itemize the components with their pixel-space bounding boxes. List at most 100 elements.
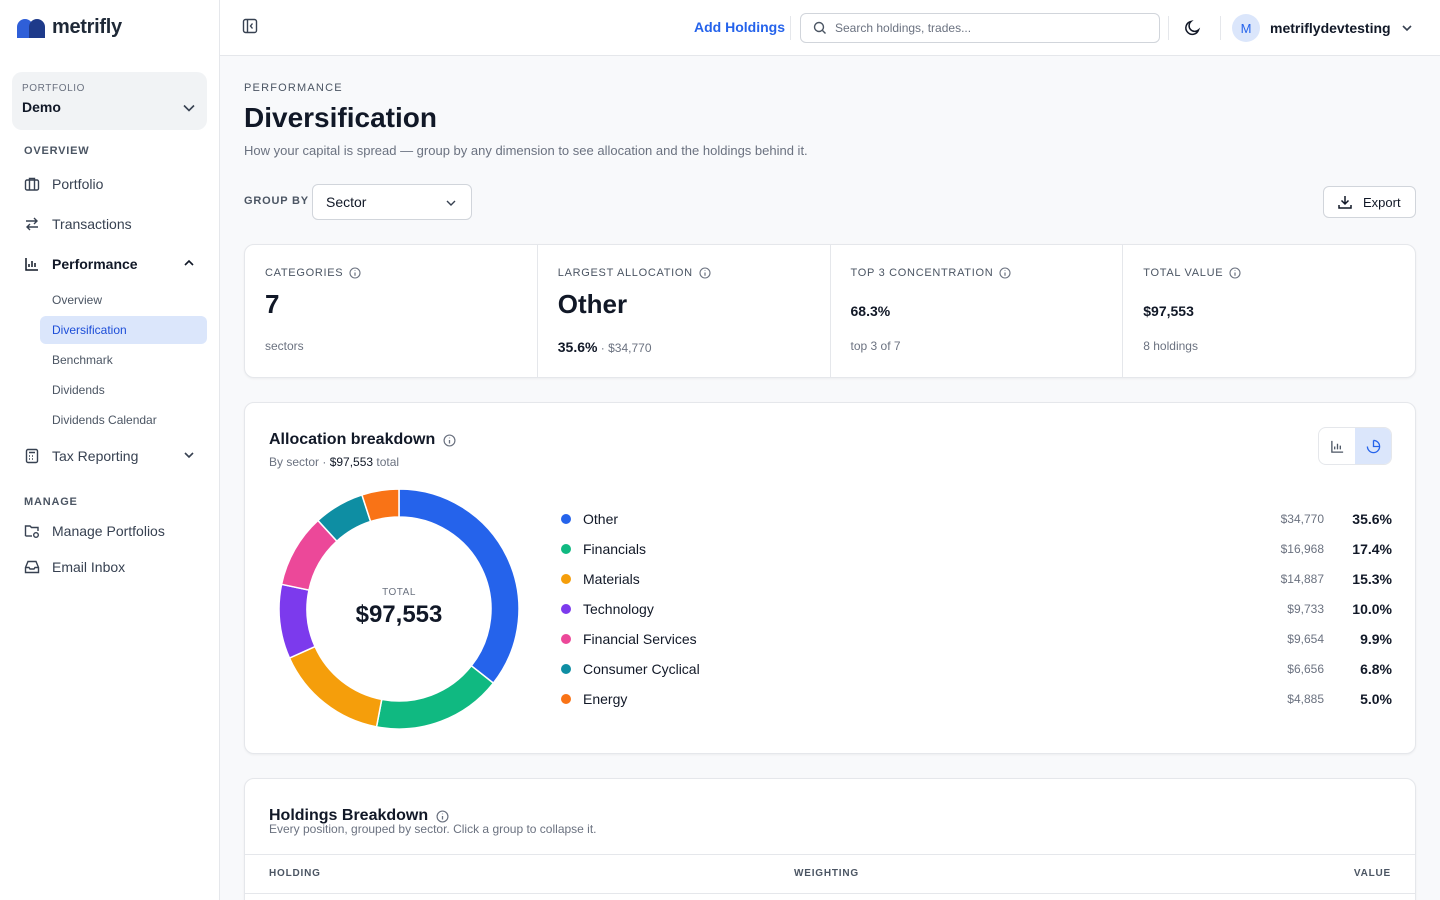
legend-label: Energy: [583, 691, 628, 707]
kpi-strip: CATEGORIES 7 sectors LARGEST ALLOCATION …: [244, 244, 1416, 378]
kpi-sub: top 3 of 7: [850, 339, 901, 353]
chevron-down-icon: [1402, 25, 1412, 32]
kpi-pct: 35.6%: [557, 339, 598, 355]
allocation-subtitle: By sector · $97,553 total: [269, 455, 399, 469]
avatar: M: [1232, 14, 1260, 42]
sidebar-item-portfolio[interactable]: Portfolio: [12, 168, 207, 200]
legend-row[interactable]: Financial Services $9,654 9.9%: [561, 629, 1392, 649]
legend-amount: $4,885: [1287, 692, 1324, 706]
donut-slice-materials[interactable]: [288, 645, 383, 728]
sidebar-item-email-inbox[interactable]: Email Inbox: [12, 551, 207, 583]
holdings-card: Holdings Breakdown Every position, group…: [244, 778, 1416, 900]
kpi-sub: 8 holdings: [1143, 339, 1198, 353]
section-overview: OVERVIEW: [24, 145, 90, 157]
inbox-icon: [24, 560, 40, 574]
portfolio-selector[interactable]: PORTFOLIO Demo: [12, 72, 207, 130]
search-box[interactable]: [800, 13, 1160, 43]
add-holdings-link[interactable]: Add Holdings: [694, 19, 785, 35]
group-by-label: GROUP BY: [244, 195, 309, 207]
kpi-label-text: TOP 3 CONCENTRATION: [850, 267, 994, 279]
chevron-down-icon: [184, 452, 194, 459]
search-icon: [813, 21, 826, 34]
kpi-label: LARGEST ALLOCATION: [558, 267, 810, 279]
allocation-donut-chart: [279, 489, 519, 729]
divider: [1168, 16, 1169, 40]
kpi-label: TOTAL VALUE: [1143, 267, 1395, 279]
info-icon[interactable]: [443, 433, 456, 447]
info-icon[interactable]: [699, 267, 711, 279]
legend-amount: $6,656: [1287, 662, 1324, 676]
column-header-weighting[interactable]: WEIGHTING: [794, 868, 859, 879]
donut-slice-energy[interactable]: [360, 489, 400, 523]
legend-row[interactable]: Energy $4,885 5.0%: [561, 689, 1392, 709]
kpi-value: 7: [265, 289, 280, 319]
portfolio-name: Demo: [22, 99, 61, 115]
legend-row[interactable]: Consumer Cyclical $6,656 6.8%: [561, 659, 1392, 679]
legend-amount: $16,968: [1280, 542, 1324, 556]
sidebar-subitem-dividends-calendar[interactable]: Dividends Calendar: [52, 413, 157, 427]
top-bar: Add Holdings M metriflydevtesting: [220, 0, 1440, 56]
holdings-title: Holdings Breakdown: [269, 807, 449, 825]
group-by-select[interactable]: Sector: [312, 184, 472, 220]
download-icon: [1338, 196, 1352, 209]
kpi-amount: $34,770: [608, 341, 652, 355]
allocation-sub-suffix: total: [373, 455, 400, 469]
table-header: HOLDING WEIGHTING VALUE: [245, 854, 1415, 894]
logo[interactable]: metrifly: [16, 16, 122, 39]
holdings-description: Every position, grouped by sector. Click…: [269, 822, 597, 836]
column-header-value[interactable]: VALUE: [1353, 868, 1391, 879]
sidebar-item-transactions[interactable]: Transactions: [12, 208, 207, 240]
kpi-sub: sectors: [265, 339, 304, 353]
divider: [1220, 16, 1221, 40]
pie-view-button[interactable]: [1355, 428, 1391, 464]
moon-icon[interactable]: [1184, 19, 1202, 37]
legend-amount: $14,887: [1280, 572, 1324, 586]
info-icon[interactable]: [436, 809, 449, 823]
app-name: metrifly: [52, 16, 122, 38]
legend-row[interactable]: Technology $9,733 10.0%: [561, 599, 1392, 619]
legend-percent: 15.3%: [1352, 571, 1392, 587]
kpi-label: TOP 3 CONCENTRATION: [851, 267, 1103, 279]
info-icon[interactable]: [1229, 267, 1241, 279]
sidebar-subitem-overview[interactable]: Overview: [52, 293, 103, 307]
legend-row[interactable]: Other $34,770 35.6%: [561, 509, 1392, 529]
sidebar-toggle-icon[interactable]: [242, 18, 258, 34]
allocation-title: Allocation breakdown: [269, 431, 456, 449]
sidebar-subitem-diversification[interactable]: Diversification: [40, 316, 207, 344]
donut-slice-technology[interactable]: [279, 583, 317, 660]
user-menu[interactable]: M metriflydevtesting: [1232, 14, 1413, 42]
legend-dot: [561, 514, 571, 524]
sidebar-item-manage-portfolios[interactable]: Manage Portfolios: [12, 515, 207, 547]
kpi-label: CATEGORIES: [265, 267, 517, 279]
allocation-sub-amount: $97,553: [329, 455, 374, 469]
sidebar-item-label: Transactions: [52, 216, 132, 232]
legend-row[interactable]: Financials $16,968 17.4%: [561, 539, 1392, 559]
legend-percent: 5.0%: [1360, 691, 1392, 707]
export-button[interactable]: Export: [1323, 186, 1416, 218]
sidebar-item-performance[interactable]: Performance: [12, 248, 207, 280]
kpi-value: Other: [557, 289, 628, 319]
arrows-swap-icon: [26, 217, 38, 231]
kpi-total-value: TOTAL VALUE $97,553 8 holdings: [1123, 245, 1415, 377]
folder-settings-icon: [24, 525, 39, 538]
section-manage: MANAGE: [24, 496, 78, 508]
legend-row[interactable]: Materials $14,887 15.3%: [561, 569, 1392, 589]
donut-slice-financials[interactable]: [375, 664, 495, 729]
info-icon[interactable]: [349, 267, 361, 279]
donut-total: $97,553: [355, 601, 443, 628]
sidebar-item-tax-reporting[interactable]: Tax Reporting: [12, 440, 207, 472]
legend-dot: [561, 574, 571, 584]
logo-icon: [17, 18, 45, 38]
column-header-holding[interactable]: HOLDING: [269, 868, 321, 879]
chevron-up-icon: [184, 259, 194, 266]
chevron-down-icon: [183, 104, 195, 112]
info-icon[interactable]: [999, 267, 1011, 279]
bar-chart-icon: [25, 258, 38, 271]
kpi-categories: CATEGORIES 7 sectors: [245, 245, 538, 377]
search-input[interactable]: [835, 21, 1135, 35]
export-label: Export: [1363, 194, 1401, 210]
kpi-value: 68.3%: [850, 303, 891, 319]
sidebar-subitem-benchmark[interactable]: Benchmark: [52, 353, 113, 367]
bar-view-button[interactable]: [1319, 428, 1355, 464]
sidebar-subitem-dividends[interactable]: Dividends: [52, 383, 105, 397]
